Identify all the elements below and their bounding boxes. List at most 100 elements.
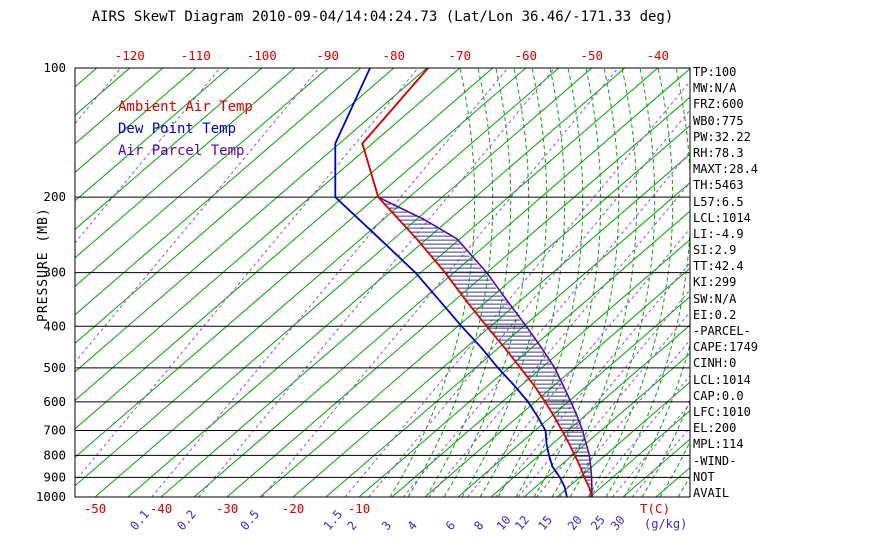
stat-line: LCL:1014 — [693, 372, 751, 387]
isotherm-line — [75, 68, 362, 316]
legend-ambient-air-temp: Ambient Air Temp — [118, 99, 253, 115]
stat-line: NOT — [693, 469, 715, 484]
mixing-ratio-tick-label: 15 — [535, 513, 555, 533]
stat-line: MW:N/A — [693, 81, 737, 96]
isotherm-line — [160, 68, 659, 497]
isotherm-line — [75, 68, 329, 287]
stats-panel: TP:100 MW:N/A FRZ:600 WB0:775 PW:32.22 RH:78.… — [693, 64, 868, 501]
mixing-ratio-line — [0, 68, 22, 497]
moist-adiabat-line — [389, 68, 476, 497]
moist-adiabat-line — [515, 68, 602, 497]
page-title: AIRS SkewT Diagram 2010-09-04/14:04:24.7… — [91, 9, 674, 25]
pressure-tick-label: 300 — [43, 265, 66, 280]
top-temp-tick-label: -50 — [581, 48, 604, 63]
mixing-ratio-tick-label: 25 — [588, 513, 608, 533]
isotherm-line — [457, 295, 690, 497]
top-temp-tick-label: -70 — [449, 48, 472, 63]
mixing-ratio-line — [466, 227, 690, 497]
mixing-ratio-line — [402, 150, 690, 497]
pressure-axis-label: PRESSURE (MB) — [36, 207, 51, 322]
isotherm-line — [226, 96, 690, 497]
bottom-temp-tick-label: -40 — [150, 501, 173, 516]
pressure-tick-label: 800 — [43, 447, 66, 462]
bottom-temp-tick-label: -30 — [216, 501, 239, 516]
isotherm-line — [358, 210, 690, 497]
moist-adiabat-line — [479, 68, 566, 497]
isotherm-line — [325, 182, 690, 497]
stat-line: FRZ:600 — [693, 97, 744, 112]
isotherm-line — [193, 68, 690, 497]
top-temp-tick-label: -120 — [115, 48, 145, 63]
pressure-tick-label: 200 — [43, 189, 66, 204]
isotherm-line — [75, 68, 395, 344]
moist-adiabat-line — [443, 68, 530, 497]
background-lines — [0, 68, 690, 497]
mixing-ratio-tick-label: 30 — [608, 513, 628, 533]
mixing-ratio-line — [75, 68, 221, 244]
mixing-ratio-line — [517, 289, 690, 497]
moist-adiabat-line — [407, 68, 494, 497]
moist-adiabat-line — [425, 68, 512, 497]
stat-line: -PARCEL- — [693, 324, 751, 338]
mixing-ratio-tick-label: 10 — [494, 513, 514, 533]
stat-line: RH:78.3 — [693, 145, 744, 160]
stat-line: PW:32.22 — [693, 129, 751, 144]
stat-line: -WIND- — [693, 453, 737, 468]
sounding-curves — [334, 68, 593, 497]
moist-adiabat-line — [587, 68, 674, 497]
mixing-ratio-line — [344, 80, 690, 497]
isotherm-line — [75, 68, 263, 230]
isotherm-line — [75, 68, 461, 401]
stat-line: LI:-4.9 — [693, 226, 744, 241]
cape-hatch — [381, 199, 591, 489]
mixing-ratio-line — [75, 68, 419, 483]
isotherm-line — [75, 68, 164, 145]
isotherm-line — [94, 68, 593, 497]
stat-line: CAP:0.0 — [693, 388, 744, 403]
isotherm-line — [75, 68, 197, 173]
pressure-tick-label: 500 — [43, 360, 66, 375]
isotherm-line — [292, 153, 690, 497]
mixing-ratio-tick-label: 8 — [471, 518, 486, 533]
mixing-ratio-tick-label: 0.1 — [127, 507, 152, 533]
legend-dew-point-temp: Dew Point Temp — [118, 121, 237, 137]
pressure-tick-label: 400 — [43, 318, 66, 333]
bottom-temp-tick-label: -20 — [282, 501, 305, 516]
mixing-ratio-line — [495, 262, 690, 497]
isotherm-line — [391, 238, 690, 497]
stat-line: MAXT:28.4 — [693, 162, 759, 177]
stat-line: KI:299 — [693, 275, 737, 290]
stat-line: LCL:1014 — [693, 210, 751, 225]
isotherm-line — [75, 68, 527, 458]
mixing-ratio-tick-label: 0.2 — [174, 507, 199, 533]
mixing-ratio-tick-label: 2 — [344, 518, 359, 533]
mixing-ratio-line — [588, 374, 690, 497]
stat-line: CINH:0 — [693, 356, 737, 371]
mixing-ratio-line — [261, 68, 619, 497]
mixing-ratio-tick-label: 3 — [379, 518, 394, 533]
isotherm-line — [490, 324, 690, 497]
isotherm-line — [589, 409, 690, 497]
stat-line: TT:42.4 — [693, 259, 744, 274]
dew-point-curve — [334, 68, 568, 497]
isotherm-line — [75, 68, 296, 259]
plot-border — [74, 67, 691, 498]
mixing-ratio-line — [536, 311, 690, 497]
stat-line: AVAIL — [693, 485, 730, 500]
isotherm-line — [523, 352, 690, 497]
mixing-ratio-tick-label: 20 — [565, 513, 585, 533]
isotherm-line — [75, 68, 230, 202]
mixing-ratio-tick-label: 12 — [512, 513, 532, 533]
pressure-tick-label: 700 — [43, 423, 66, 438]
mixing-ratio-line — [559, 339, 690, 497]
parcel-temp-curve — [361, 68, 593, 497]
mixing-ratio-tick-label: 0.5 — [238, 507, 263, 533]
mixing-ratio-line — [151, 68, 509, 497]
moist-adiabat-line — [551, 68, 638, 497]
mixing-ratio-line — [75, 68, 320, 363]
pressure-tick-label: 600 — [43, 394, 66, 409]
pressure-tick-label: 1000 — [36, 489, 66, 504]
isotherm-line — [556, 381, 690, 497]
top-temp-tick-label: -60 — [515, 48, 538, 63]
